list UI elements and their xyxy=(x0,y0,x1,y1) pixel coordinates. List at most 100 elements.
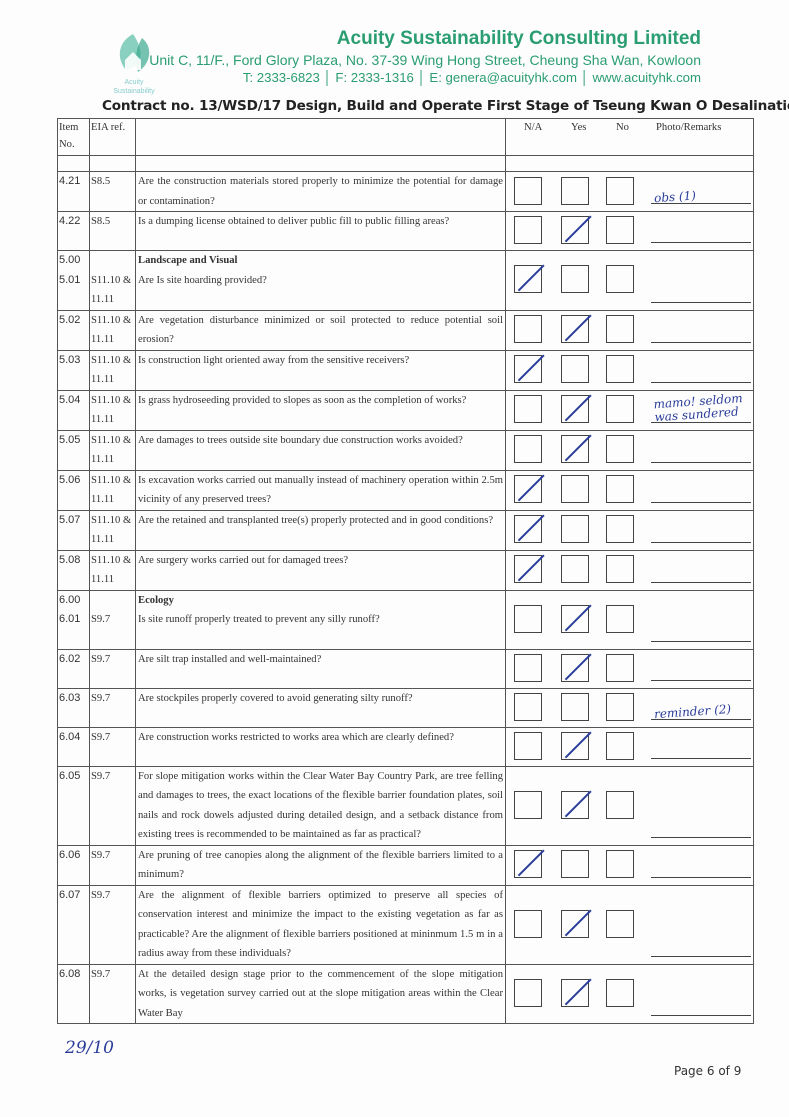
checkbox-no[interactable] xyxy=(606,265,634,294)
table-row: 4.22 S8.5 Is a dumping license obtained to… xyxy=(57,211,754,251)
check-mark-icon xyxy=(564,908,592,936)
remarks-line[interactable] xyxy=(651,341,751,343)
check-cell xyxy=(505,648,754,689)
check-mark-icon xyxy=(564,730,592,758)
remarks-line[interactable] xyxy=(651,541,751,543)
handwritten-remark: mamo! seldom was sundered xyxy=(653,390,744,424)
remarks-line[interactable] xyxy=(651,876,751,878)
checkbox-no[interactable] xyxy=(606,355,634,383)
item-number: 6.00 6.01 xyxy=(57,589,90,650)
spacer-cell xyxy=(505,155,754,172)
item-number: 5.03 xyxy=(57,349,90,391)
checkbox-na[interactable] xyxy=(514,978,542,1007)
checkbox-yes[interactable] xyxy=(561,730,592,760)
checkbox-yes[interactable] xyxy=(561,692,589,721)
checkbox-no[interactable] xyxy=(606,850,634,878)
check-mark-icon xyxy=(564,652,592,680)
checkbox-na[interactable] xyxy=(514,849,545,878)
checkbox-yes[interactable] xyxy=(561,555,589,583)
question-cell: Are the alignment of flexible barriers o… xyxy=(135,884,506,965)
remarks-line[interactable] xyxy=(651,718,751,720)
checkbox-no[interactable] xyxy=(606,692,634,721)
remarks-line[interactable] xyxy=(651,955,751,957)
checkbox-na[interactable] xyxy=(514,474,545,503)
checkbox-no[interactable] xyxy=(606,604,634,633)
checkbox-na[interactable] xyxy=(514,909,542,938)
checkbox-no[interactable] xyxy=(606,978,634,1007)
checkbox-no[interactable] xyxy=(606,475,634,503)
checkbox-no[interactable] xyxy=(606,216,634,244)
check-mark-icon xyxy=(564,434,592,462)
checkbox-no[interactable] xyxy=(606,315,634,343)
remarks-line[interactable] xyxy=(651,581,751,583)
remarks-line[interactable] xyxy=(651,757,751,759)
checkbox-yes[interactable] xyxy=(561,908,592,938)
company-name: Acuity Sustainability Consulting Limited xyxy=(336,28,701,49)
checkbox-yes[interactable] xyxy=(561,978,592,1007)
checkbox-no[interactable] xyxy=(606,790,634,819)
checkbox-na[interactable] xyxy=(514,264,545,294)
checkbox-na[interactable] xyxy=(514,514,545,543)
checkbox-no[interactable] xyxy=(606,731,634,760)
checkbox-na[interactable] xyxy=(514,731,542,760)
checkbox-yes[interactable] xyxy=(561,475,589,503)
eia-ref: S9.7 xyxy=(89,589,136,650)
check-mark-icon xyxy=(564,789,592,817)
remarks-line[interactable] xyxy=(651,421,751,423)
checkbox-yes[interactable] xyxy=(561,265,589,294)
remarks-line[interactable] xyxy=(651,1015,751,1016)
remarks-line[interactable] xyxy=(651,461,751,463)
checkbox-yes[interactable] xyxy=(561,603,592,633)
checkbox-no[interactable] xyxy=(606,555,634,583)
remarks-line[interactable] xyxy=(651,203,751,204)
checkbox-yes[interactable] xyxy=(561,434,592,463)
checkbox-na[interactable] xyxy=(514,395,542,423)
question-cell: Ecology Is site runoff properly treated t… xyxy=(135,589,506,650)
checkbox-yes[interactable] xyxy=(561,394,592,423)
spacer-cell xyxy=(89,155,136,172)
checkbox-yes[interactable] xyxy=(561,515,589,543)
checkbox-yes[interactable] xyxy=(561,355,589,383)
checkbox-na[interactable] xyxy=(514,176,542,205)
checkbox-yes[interactable] xyxy=(561,176,589,205)
checkbox-no[interactable] xyxy=(606,653,634,682)
remarks-line[interactable] xyxy=(651,836,751,838)
checkbox-no[interactable] xyxy=(606,176,634,205)
table-row: 6.06 S9.7 Are pruning of tree canopies alo… xyxy=(57,844,754,886)
checkbox-no[interactable] xyxy=(606,515,634,543)
checkbox-na[interactable] xyxy=(514,692,542,721)
checkbox-na[interactable] xyxy=(514,554,545,583)
eia-ref: S9.7 xyxy=(89,765,136,846)
checkbox-yes[interactable] xyxy=(561,215,592,244)
check-cell: reminder (2) xyxy=(505,687,754,728)
checkbox-yes[interactable] xyxy=(561,850,589,878)
question-cell: Landscape and Visual Are Is site hoarding… xyxy=(135,250,506,311)
checkbox-no[interactable] xyxy=(606,435,634,463)
checkbox-no[interactable] xyxy=(606,909,634,938)
checkbox-na[interactable] xyxy=(514,604,542,633)
remarks-line[interactable] xyxy=(651,242,751,243)
question-cell: Are construction works restricted to wor… xyxy=(135,726,506,767)
check-cell xyxy=(505,844,754,886)
check-mark-icon xyxy=(564,978,592,1005)
checkbox-na[interactable] xyxy=(514,435,542,463)
checkbox-na[interactable] xyxy=(514,653,542,682)
remarks-line[interactable] xyxy=(651,679,751,681)
checkbox-na[interactable] xyxy=(514,315,542,343)
checkbox-yes[interactable] xyxy=(561,314,592,343)
checkbox-yes[interactable] xyxy=(561,789,592,819)
checkbox-na[interactable] xyxy=(514,354,545,383)
checkbox-na[interactable] xyxy=(514,216,542,244)
remarks-line[interactable] xyxy=(651,301,751,303)
checkbox-no[interactable] xyxy=(606,395,634,423)
remarks-line[interactable] xyxy=(651,381,751,383)
question-text: Is grass hydroseeding provided to slopes… xyxy=(138,394,467,406)
checkbox-yes[interactable] xyxy=(561,652,592,682)
checkbox-na[interactable] xyxy=(514,790,542,819)
remarks-line[interactable] xyxy=(651,640,751,642)
remarks-line[interactable] xyxy=(651,501,751,503)
item-number: 6.03 xyxy=(57,687,90,728)
eia-ref: S11.10 & 11.11 xyxy=(89,549,136,591)
item-number: 6.05 xyxy=(57,765,90,846)
table-row: 5.03 S11.10 & 11.11 Is construction light … xyxy=(57,349,754,391)
